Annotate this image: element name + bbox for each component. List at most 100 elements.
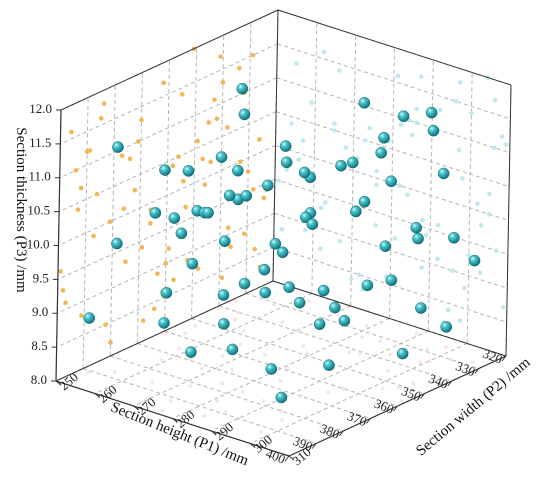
data-point bbox=[258, 263, 271, 276]
x-tick-label: 340 bbox=[427, 371, 451, 392]
yz-projection-point bbox=[332, 121, 337, 126]
xy-projection-point bbox=[414, 331, 419, 336]
xy-projection-point bbox=[219, 430, 224, 435]
yz-projection-point bbox=[499, 134, 505, 139]
data-point bbox=[261, 179, 274, 192]
x-tick-label: 400 bbox=[264, 446, 288, 467]
projection-layer bbox=[58, 46, 509, 446]
xy-projection-point bbox=[267, 441, 272, 446]
yz-projection-point bbox=[419, 74, 424, 79]
yz-projection-point bbox=[491, 145, 497, 151]
data-point bbox=[149, 207, 162, 219]
yz-projection-point bbox=[356, 272, 362, 277]
y-tick-mark bbox=[249, 443, 256, 448]
data-point bbox=[468, 254, 481, 267]
xy-projection-point bbox=[301, 344, 306, 348]
data-point bbox=[236, 82, 249, 95]
xy-projection-point bbox=[168, 399, 173, 403]
xy-projection-point bbox=[278, 379, 283, 383]
data-point bbox=[158, 317, 170, 329]
data-point bbox=[218, 318, 230, 330]
yz-projection-point bbox=[395, 73, 401, 79]
xy-projection-point bbox=[380, 386, 385, 391]
x-tick-mark bbox=[338, 430, 344, 437]
data-point bbox=[379, 240, 392, 253]
grid-line bbox=[82, 368, 317, 444]
xy-projection-point bbox=[262, 352, 267, 357]
xy-projection-point bbox=[360, 335, 365, 340]
xz-projection-point bbox=[148, 221, 153, 226]
yz-projection-point bbox=[309, 100, 314, 105]
frame-edge bbox=[272, 280, 507, 357]
data-point bbox=[218, 235, 231, 248]
yz-projection-point bbox=[322, 200, 328, 205]
xz-projection-point bbox=[237, 159, 243, 165]
xy-projection-point bbox=[220, 354, 225, 358]
yz-projection-point bbox=[469, 110, 474, 116]
xz-projection-point bbox=[151, 306, 157, 312]
xz-projection-point bbox=[257, 137, 262, 142]
yz-projection-point bbox=[279, 227, 285, 232]
grid-line bbox=[350, 34, 357, 307]
data-point bbox=[361, 279, 374, 292]
xy-projection-point bbox=[259, 430, 264, 435]
xz-projection-point bbox=[218, 54, 223, 59]
data-point bbox=[168, 212, 181, 224]
xy-projection-point bbox=[238, 342, 243, 347]
y-tick-mark bbox=[172, 418, 178, 423]
data-point bbox=[280, 156, 293, 169]
xz-projection-point bbox=[200, 156, 205, 162]
grid-line bbox=[94, 293, 313, 394]
data-point bbox=[298, 166, 311, 179]
xy-projection-point bbox=[385, 369, 390, 373]
x-tick-mark bbox=[311, 443, 317, 449]
data-point bbox=[215, 151, 228, 163]
xy-projection-point bbox=[443, 345, 448, 350]
yz-projection-point bbox=[435, 256, 440, 262]
xz-projection-point bbox=[171, 277, 176, 283]
xz-projection-point bbox=[183, 204, 188, 210]
xz-projection-point bbox=[170, 163, 176, 169]
xy-projection-point bbox=[279, 417, 284, 422]
data-point bbox=[240, 189, 253, 202]
xz-projection-point bbox=[261, 195, 267, 201]
xz-projection-point bbox=[214, 116, 220, 122]
data-point bbox=[160, 287, 173, 299]
yz-projection-point bbox=[318, 205, 324, 211]
x-tick-label: 370 bbox=[345, 408, 369, 429]
yz-projection-point bbox=[343, 145, 349, 150]
grid-line bbox=[274, 212, 508, 289]
frame-edge bbox=[60, 9, 279, 111]
xz-projection-point bbox=[136, 139, 141, 144]
data-point bbox=[112, 141, 124, 153]
yz-projection-point bbox=[398, 122, 404, 127]
yz-projection-point bbox=[466, 253, 472, 258]
grid-line bbox=[57, 178, 276, 280]
yz-projection-point bbox=[296, 157, 301, 163]
xy-projection-point bbox=[319, 424, 324, 428]
yz-projection-point bbox=[348, 276, 354, 282]
yz-projection-point bbox=[289, 121, 294, 126]
xz-projection-point bbox=[132, 187, 138, 193]
z-tick-label: 8.5 bbox=[31, 338, 47, 353]
z-tick-label: 10.0 bbox=[27, 236, 50, 251]
yz-projection-point bbox=[414, 120, 419, 126]
xy-projection-point bbox=[230, 367, 235, 372]
data-point bbox=[415, 302, 427, 314]
data-point bbox=[346, 156, 359, 169]
x-tick-label: 350 bbox=[399, 383, 423, 404]
data-point bbox=[425, 106, 438, 119]
xz-projection-point bbox=[161, 80, 166, 86]
xy-projection-point bbox=[298, 394, 303, 398]
xy-projection-point bbox=[183, 331, 188, 336]
yz-projection-point bbox=[410, 132, 415, 138]
xz-projection-point bbox=[73, 167, 79, 173]
x-tick-mark bbox=[284, 455, 290, 462]
y-tick-mark bbox=[55, 380, 62, 386]
x-tick-label: 360 bbox=[372, 396, 396, 417]
xz-projection-point bbox=[219, 275, 225, 280]
data-point bbox=[329, 301, 341, 314]
data-point bbox=[83, 312, 95, 324]
data-point bbox=[427, 124, 440, 137]
grid-line bbox=[191, 47, 198, 319]
